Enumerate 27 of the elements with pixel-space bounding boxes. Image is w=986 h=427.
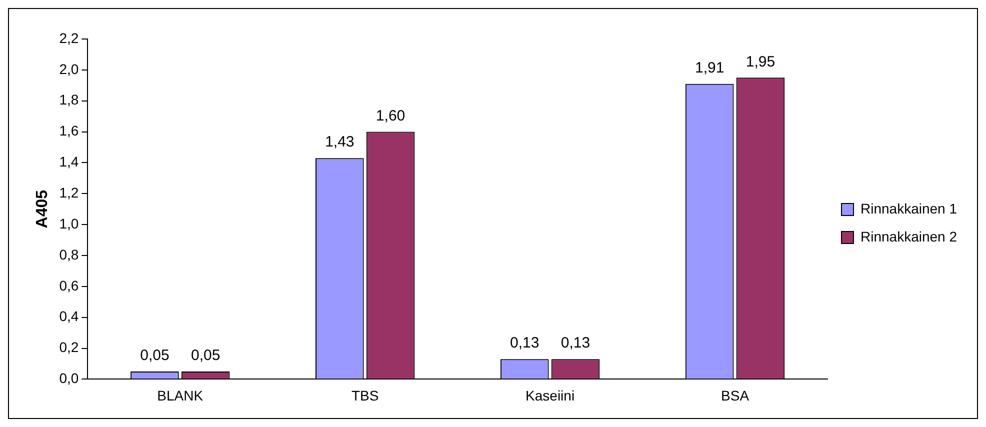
y-tick-label: 1,4: [59, 154, 79, 170]
x-tick-label: Kaseiini: [526, 387, 575, 404]
x-tick-label: BSA: [721, 387, 750, 404]
legend-label: Rinnakkainen 2: [860, 228, 958, 244]
y-tick-label: 1,0: [59, 215, 79, 232]
y-tick-label: 2,2: [59, 30, 79, 46]
data-label: 0,13: [510, 334, 540, 352]
y-tick-label: 1,8: [59, 92, 79, 108]
data-label: 1,60: [376, 107, 406, 124]
y-tick-label: 0,2: [59, 339, 79, 356]
y-tick-label: 0,0: [59, 370, 79, 386]
data-label: 0,05: [140, 347, 170, 364]
data-label: 1,43: [325, 134, 354, 151]
data-label: 1,91: [694, 59, 724, 76]
legend-label: Rinnakkainen 1: [860, 200, 958, 216]
x-tick-label: TBS: [351, 387, 379, 404]
data-label: 0,05: [190, 347, 220, 364]
y-tick-label: 0,6: [59, 277, 79, 294]
y-tick-label: 0,4: [59, 308, 79, 324]
y-tick-label: 1,6: [59, 122, 79, 139]
y-axis-title: A405: [34, 190, 52, 228]
y-tick-label: 1,2: [59, 184, 79, 200]
y-tick-label: 0,8: [59, 246, 79, 262]
y-tick-label: 2,0: [59, 60, 79, 77]
x-tick-label: BLANK: [157, 387, 204, 404]
data-label: 0,13: [560, 334, 590, 352]
data-label: 1,95: [746, 53, 776, 70]
